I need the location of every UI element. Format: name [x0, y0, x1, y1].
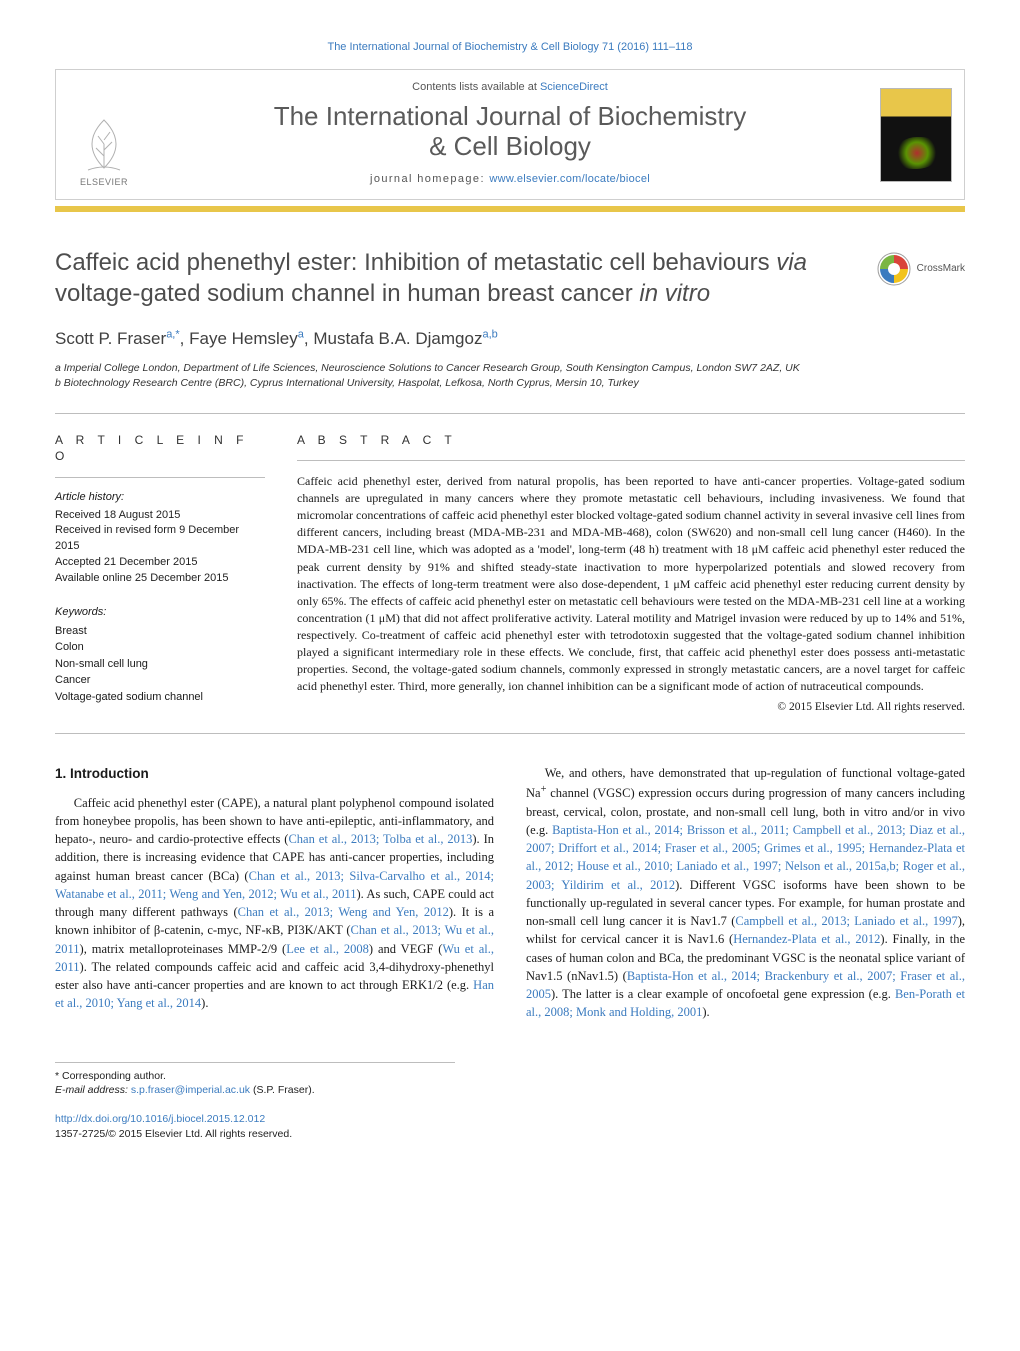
contents-available-line: Contents lists available at ScienceDirec… [160, 80, 860, 95]
corr-email-link[interactable]: s.p.fraser@imperial.ac.uk [131, 1084, 250, 1096]
article-info-column: A R T I C L E I N F O Article history: R… [55, 414, 265, 715]
keyword-item: Colon [55, 639, 265, 656]
corr-email-who: (S.P. Fraser). [250, 1084, 315, 1096]
journal-homepage-link[interactable]: www.elsevier.com/locate/biocel [489, 173, 650, 185]
publisher-logo-area: ELSEVIER [56, 70, 152, 199]
gold-accent-bar [55, 206, 965, 212]
title-em-2: in vitro [639, 280, 710, 307]
p1-text: ), matrix metalloproteinases MMP-2/9 ( [80, 942, 287, 956]
intro-para-2: We, and others, have demonstrated that u… [526, 764, 965, 1022]
intro-para-1: Caffeic acid phenethyl ester (CAPE), a n… [55, 794, 494, 1013]
crossmark-label: CrossMark [917, 262, 965, 276]
email-label: E-mail address: [55, 1084, 131, 1096]
p2-text: ). [702, 1005, 709, 1019]
article-title: Caffeic acid phenethyl ester: Inhibition… [55, 248, 965, 309]
history-received: Received 18 August 2015 [55, 508, 265, 524]
corr-author-label: * Corresponding author. [55, 1069, 455, 1084]
abstract-head: A B S T R A C T [297, 432, 965, 449]
author-3-affil: a,b [482, 329, 497, 341]
elsevier-logo: ELSEVIER [69, 109, 139, 189]
masthead: ELSEVIER Contents lists available at Sci… [55, 69, 965, 200]
elsevier-tree-icon [74, 114, 134, 174]
citation-link[interactable]: Campbell et al., 2013; Laniado et al., 1… [735, 914, 957, 928]
doi-line: http://dx.doi.org/10.1016/j.biocel.2015.… [55, 1112, 965, 1127]
history-online: Available online 25 December 2015 [55, 571, 265, 587]
p1-text: ). The related compounds caffeic acid an… [55, 960, 494, 992]
journal-name-line1: The International Journal of Biochemistr… [274, 101, 747, 131]
doi-link[interactable]: http://dx.doi.org/10.1016/j.biocel.2015.… [55, 1113, 265, 1125]
affiliations: a Imperial College London, Department of… [55, 361, 965, 390]
p1-text: ). [201, 996, 208, 1010]
abstract-column: A B S T R A C T Caffeic acid phenethyl e… [297, 414, 965, 715]
abstract-text: Caffeic acid phenethyl ester, derived fr… [297, 473, 965, 694]
citation-link[interactable]: Lee et al., 2008 [286, 942, 369, 956]
keyword-item: Non-small cell lung [55, 656, 265, 673]
affiliation-b: b Biotechnology Research Centre (BRC), C… [55, 376, 965, 391]
author-1: Scott P. Fraser [55, 329, 166, 348]
article-info-head: A R T I C L E I N F O [55, 432, 265, 466]
title-em-1: via [776, 249, 807, 276]
keyword-list: Breast Colon Non-small cell lung Cancer … [55, 623, 265, 706]
journal-name-line2: & Cell Biology [429, 131, 591, 161]
keyword-item: Voltage-gated sodium channel [55, 689, 265, 706]
abstract-rule [297, 460, 965, 461]
author-2: Faye Hemsley [189, 329, 298, 348]
citation-link[interactable]: Hernandez-Plata et al., 2012 [733, 932, 880, 946]
p1-text: ) and VEGF ( [369, 942, 442, 956]
issn-copyright-line: 1357-2725/© 2015 Elsevier Ltd. All right… [55, 1127, 965, 1142]
history-accepted: Accepted 21 December 2015 [55, 555, 265, 571]
journal-cover-thumb [880, 88, 952, 182]
keywords-head: Keywords: [55, 605, 265, 620]
section-heading-intro: 1. Introduction [55, 764, 494, 784]
author-3: Mustafa B.A. Djamgoz [313, 329, 482, 348]
contents-prefix: Contents lists available at [412, 81, 540, 93]
abstract-copyright: © 2015 Elsevier Ltd. All rights reserved… [297, 699, 965, 715]
author-1-affil: a, [166, 329, 175, 341]
author-sep-1: , [180, 329, 189, 348]
corresponding-author-footnote: * Corresponding author. E-mail address: … [55, 1062, 455, 1098]
author-list: Scott P. Frasera,*, Faye Hemsleya, Musta… [55, 327, 965, 351]
keyword-item: Cancer [55, 672, 265, 689]
keyword-item: Breast [55, 623, 265, 640]
running-head: The International Journal of Biochemistr… [55, 40, 965, 55]
title-text-1: Caffeic acid phenethyl ester: Inhibition… [55, 249, 776, 276]
elsevier-logo-text: ELSEVIER [80, 176, 128, 189]
citation-link[interactable]: Chan et al., 2013; Tolba et al., 2013 [288, 832, 472, 846]
p2-text: ). The latter is a clear example of onco… [551, 987, 895, 1001]
homepage-prefix: journal homepage: [370, 173, 489, 185]
crossmark-icon [877, 252, 911, 286]
history-head: Article history: [55, 490, 265, 505]
author-sep-2: , [304, 329, 313, 348]
affiliation-a: a Imperial College London, Department of… [55, 361, 965, 376]
history-revised: Received in revised form 9 December 2015 [55, 523, 265, 555]
abstract-bottom-rule [55, 733, 965, 734]
sciencedirect-link[interactable]: ScienceDirect [540, 81, 608, 93]
article-info-rule [55, 477, 265, 478]
title-text-2: voltage-gated sodium channel in human br… [55, 280, 639, 307]
crossmark-badge[interactable]: CrossMark [877, 252, 965, 286]
body-two-columns: 1. Introduction Caffeic acid phenethyl e… [55, 764, 965, 1022]
citation-link[interactable]: Chan et al., 2013; Weng and Yen, 2012 [238, 905, 449, 919]
journal-name: The International Journal of Biochemistr… [160, 102, 860, 162]
journal-homepage-line: journal homepage: www.elsevier.com/locat… [160, 172, 860, 187]
cover-thumb-area [868, 70, 964, 199]
